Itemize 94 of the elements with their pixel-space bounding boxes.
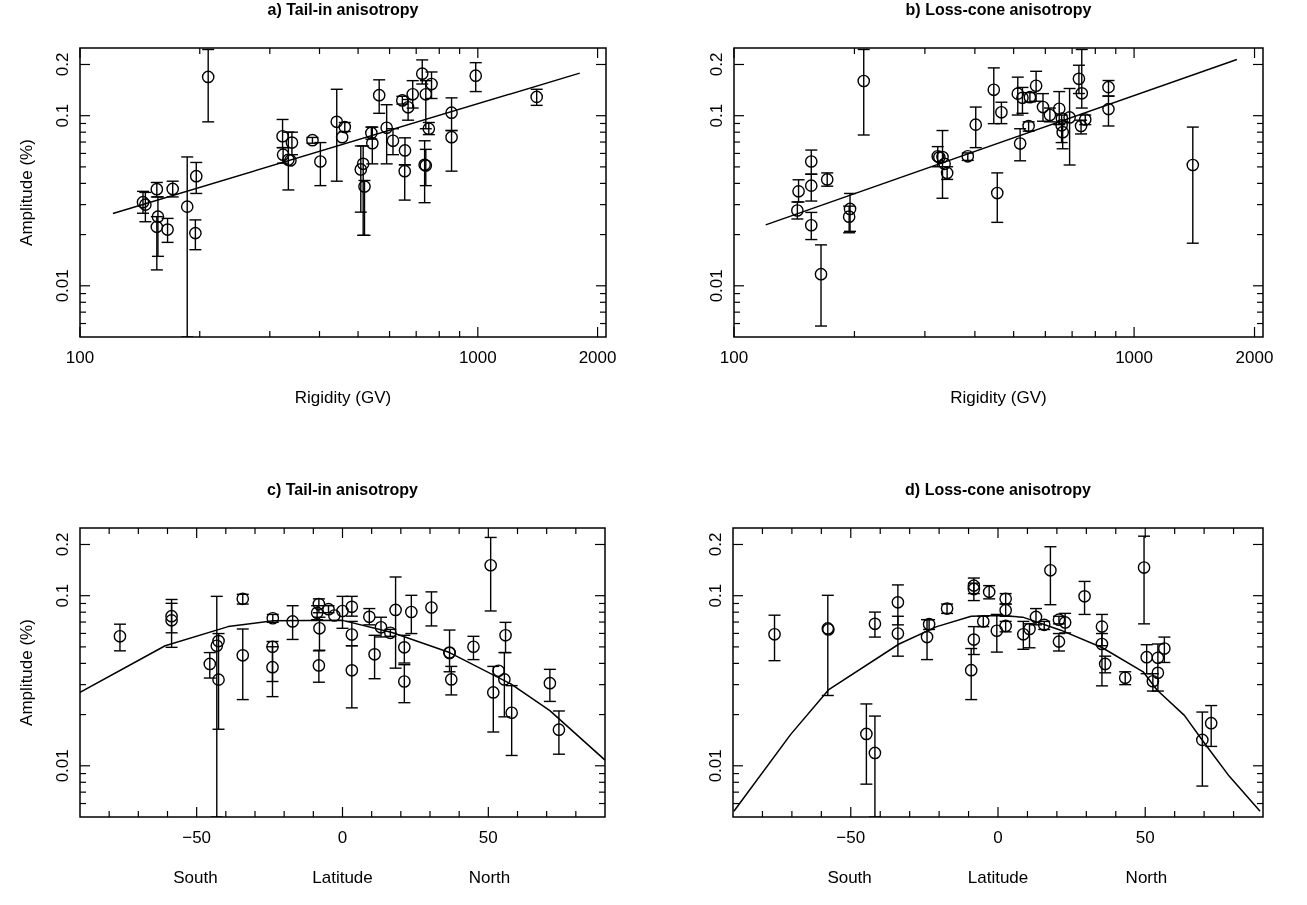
point <box>1158 642 1171 655</box>
x-tick-label: 50 <box>1135 828 1155 847</box>
text: North <box>468 868 511 887</box>
chart-title: c) Tail-in anisotropy <box>267 481 419 498</box>
x-tick-label: 1000 <box>1115 348 1153 367</box>
point <box>768 627 781 641</box>
point <box>404 605 418 619</box>
x-tick-label: 100 <box>65 348 95 367</box>
point <box>967 582 981 596</box>
point <box>505 706 519 720</box>
y-tick-label: 0.1 <box>53 583 72 608</box>
point <box>543 676 557 690</box>
point <box>389 603 402 617</box>
point <box>312 659 326 672</box>
point <box>868 746 882 760</box>
x-axis-title: Latitude <box>967 868 1029 887</box>
point <box>891 627 905 640</box>
point <box>165 614 178 627</box>
point <box>1058 616 1072 629</box>
y-tick-label: 0.2 <box>707 52 726 77</box>
y-tick-label: 0.01 <box>53 269 72 303</box>
point <box>266 660 279 674</box>
point <box>486 686 500 699</box>
point <box>1151 651 1165 665</box>
x-tick-label: 1000 <box>458 348 497 367</box>
point <box>212 673 225 686</box>
x-tick-label: −50 <box>182 828 212 847</box>
point <box>868 617 882 631</box>
point <box>920 630 934 644</box>
point <box>345 664 359 677</box>
y-tick-label: 0.1 <box>706 583 725 608</box>
point <box>113 629 127 643</box>
point <box>212 634 225 648</box>
y-tick-label: 0.2 <box>53 532 72 557</box>
point <box>1137 561 1151 574</box>
point <box>967 633 981 646</box>
point <box>484 558 498 572</box>
x-tick-label: 100 <box>719 348 749 367</box>
chart-title: b) Loss-cone anisotropy <box>905 1 1092 18</box>
chart-title: d) Loss-cone anisotropy <box>905 481 1091 498</box>
point <box>467 640 480 654</box>
point <box>345 600 359 614</box>
x-axis-title: Rigidity (GV) <box>950 388 1047 407</box>
point <box>1044 563 1057 577</box>
y-tick-label: 0.2 <box>706 532 725 557</box>
y-tick-label: 0.01 <box>53 749 72 783</box>
point <box>492 664 505 678</box>
point <box>1078 590 1091 603</box>
point <box>368 648 381 661</box>
y-tick-label: 0.01 <box>706 749 725 783</box>
x-axis-title: Rigidity (GV) <box>294 388 392 407</box>
point <box>210 639 224 653</box>
point <box>286 615 299 628</box>
chart-title: a) Tail-in anisotropy <box>267 1 419 18</box>
y-tick-label: 0.2 <box>53 52 72 77</box>
point <box>1095 637 1109 651</box>
point <box>1204 716 1218 730</box>
point <box>236 649 250 662</box>
point <box>1151 666 1165 680</box>
x-tick-label: 2000 <box>1235 348 1274 367</box>
point <box>327 609 341 622</box>
y-tick-label: 0.1 <box>707 103 726 128</box>
text: South <box>827 868 872 887</box>
point <box>499 628 512 642</box>
point <box>266 640 279 654</box>
point <box>964 663 978 677</box>
point <box>397 675 411 688</box>
point <box>444 673 458 686</box>
point <box>552 723 566 737</box>
x-tick-label: −50 <box>836 828 866 847</box>
point <box>1095 620 1109 633</box>
y-tick-label: 0.01 <box>707 269 726 303</box>
x-tick-label: 2000 <box>578 348 617 367</box>
x-tick-label: 0 <box>993 828 1003 847</box>
point <box>1196 733 1209 747</box>
point <box>397 641 411 654</box>
y-axis-title: Amplitude (%) <box>17 619 36 726</box>
point <box>165 609 178 623</box>
y-tick-label: 0.1 <box>53 103 72 128</box>
point <box>891 596 905 609</box>
point <box>203 657 217 671</box>
x-axis-title: Latitude <box>312 868 373 887</box>
point <box>1016 627 1030 641</box>
point <box>345 628 359 641</box>
text: South <box>173 868 218 887</box>
point <box>860 727 873 741</box>
text: North <box>1125 868 1168 887</box>
point <box>336 604 349 618</box>
point <box>425 601 438 614</box>
y-axis-title: Amplitude (%) <box>17 139 36 246</box>
x-tick-label: 0 <box>337 828 348 847</box>
point <box>1140 650 1154 664</box>
point <box>498 673 511 686</box>
x-tick-label: 50 <box>478 828 498 847</box>
